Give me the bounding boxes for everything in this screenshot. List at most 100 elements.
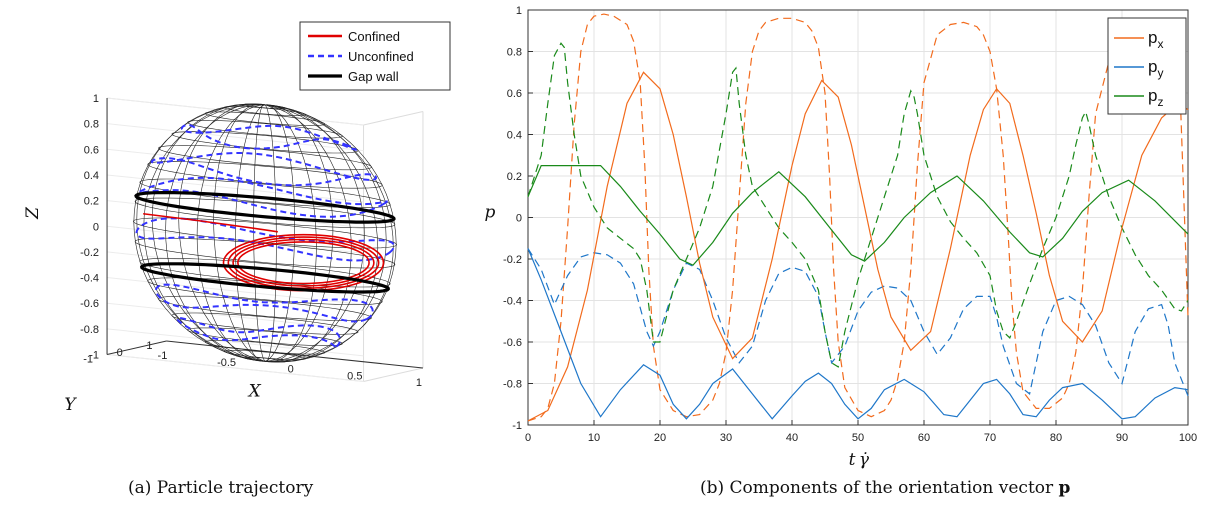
sphere-meridian <box>264 104 296 362</box>
back-gridline <box>106 148 364 177</box>
legend-b <box>1107 17 1187 115</box>
x-tick-label: 10 <box>588 432 600 444</box>
x-tick-label: 0 <box>288 364 294 376</box>
y-tick-label: 0 <box>117 347 123 359</box>
caption-a: (a) Particle trajectory <box>128 478 314 498</box>
back-gridline <box>106 354 364 382</box>
unconfined-loop <box>154 283 374 323</box>
legend-label-a: Gap wall <box>348 69 399 84</box>
y-tick-label: 1 <box>146 340 152 352</box>
back-gridline <box>106 277 364 306</box>
x-axis-label: X <box>247 382 262 402</box>
y-tick-label: -0.4 <box>503 296 522 308</box>
sphere-meridian <box>264 104 397 363</box>
legend-subscript: z <box>1157 95 1163 109</box>
legend-label-a: Unconfined <box>348 49 414 64</box>
gap-wall-circle <box>140 262 390 294</box>
unconfined-loop <box>150 151 378 187</box>
z-tick-label: 0 <box>93 221 99 233</box>
dashed-series-line <box>527 248 1189 397</box>
confined-entry <box>143 212 278 233</box>
y-tick-label: 0.4 <box>507 130 522 142</box>
unconfined-loop <box>138 176 388 218</box>
grid-b <box>527 9 1189 426</box>
x-tick-label: 20 <box>654 432 666 444</box>
sphere-meridian <box>151 103 266 362</box>
y-tick-label: -0.2 <box>503 254 522 266</box>
y-tick-label: -0.6 <box>503 337 522 349</box>
y-tick-label: 0.8 <box>507 47 522 59</box>
sphere-meridian <box>264 104 387 362</box>
z-tick-label: 0.4 <box>84 170 99 182</box>
sphere-meridian <box>213 103 266 362</box>
x-axis-label-gamma: γ̇ <box>859 450 870 470</box>
z-tick-label: -0.4 <box>80 273 99 285</box>
x-tick-label: 40 <box>786 432 798 444</box>
z-tick-label: -0.8 <box>80 324 99 336</box>
series-line-px <box>527 71 1189 422</box>
gap-wall-circle <box>134 191 396 224</box>
sphere-meridian <box>264 104 379 363</box>
sphere-wireframe <box>133 103 397 363</box>
x-tick-label: 0.5 <box>347 370 362 382</box>
axes-a <box>106 98 424 369</box>
z-tick-label: 0.2 <box>84 196 99 208</box>
legend-label-a: Confined <box>348 29 400 44</box>
z-tick-label: 0.8 <box>84 119 99 131</box>
x-tick-label: 100 <box>1179 432 1197 444</box>
x-tick-label: 60 <box>918 432 930 444</box>
sphere-meridian <box>253 103 266 362</box>
confined-trajectory <box>143 212 385 292</box>
series-line-py <box>527 248 1189 420</box>
z-axis-label: Z <box>23 206 43 220</box>
y-tick-label: -0.8 <box>503 379 522 391</box>
legend-a <box>299 21 451 91</box>
x-tick-label: -0.5 <box>217 357 236 369</box>
sphere-trajectory-plot: -1 -0.8 -0.6 -0.4 -0.2 0 0.2 0.4 0.6 0.8 1 -1 -0.5 0 0… <box>23 21 451 415</box>
dashed-series-line <box>527 13 1189 422</box>
caption-b-bold: p <box>1058 478 1071 498</box>
sphere-meridian <box>234 104 266 362</box>
confined-loop <box>232 238 375 287</box>
x-tick-label: -1 <box>158 350 168 362</box>
dashed-series-line <box>527 42 1189 368</box>
sphere-meridian <box>165 104 266 362</box>
y-tick-label: 0.2 <box>507 171 522 183</box>
x-axis-label: t <box>849 450 856 470</box>
x-tick-label: 1 <box>416 377 422 389</box>
sphere-meridian <box>133 103 266 362</box>
x-tick-label: 90 <box>1116 432 1128 444</box>
legend-subscript: y <box>1157 66 1163 80</box>
y-axis-line <box>106 340 167 355</box>
z-tick-label: -0.2 <box>80 247 99 259</box>
box-edge <box>363 367 424 382</box>
sphere-meridian <box>264 104 394 363</box>
z-tick-label: -0.6 <box>80 298 99 310</box>
sphere-meridian <box>264 104 334 362</box>
back-gridline <box>106 97 364 126</box>
sphere-meridian <box>136 103 266 362</box>
z-tick-label: 0.6 <box>84 144 99 156</box>
y-axis-label: p <box>485 203 496 223</box>
z-tick-label: 1 <box>93 93 99 105</box>
x-tick-label: 30 <box>720 432 732 444</box>
y-tick-label: 0 <box>516 213 522 225</box>
z-tick-label: -1 <box>89 350 99 362</box>
unconfined-loop <box>180 123 358 151</box>
caption-b: (b) Components of the orientation vector… <box>700 478 1071 498</box>
x-axis-line <box>166 340 424 369</box>
confined-loop <box>237 241 370 285</box>
back-gridline <box>106 123 364 152</box>
legend-subscript: x <box>1157 37 1163 51</box>
plot-frame-b <box>527 9 1189 426</box>
gap-wall <box>134 191 396 294</box>
sphere-meridian <box>264 104 365 362</box>
x-tick-label: 0 <box>525 432 531 444</box>
box-edge <box>363 111 424 126</box>
x-tick-label: 80 <box>1050 432 1062 444</box>
x-tick-label: 70 <box>984 432 996 444</box>
y-axis-label: Y <box>64 395 77 415</box>
series-line-pz <box>527 165 1189 266</box>
y-tick-label: -1 <box>83 354 93 366</box>
